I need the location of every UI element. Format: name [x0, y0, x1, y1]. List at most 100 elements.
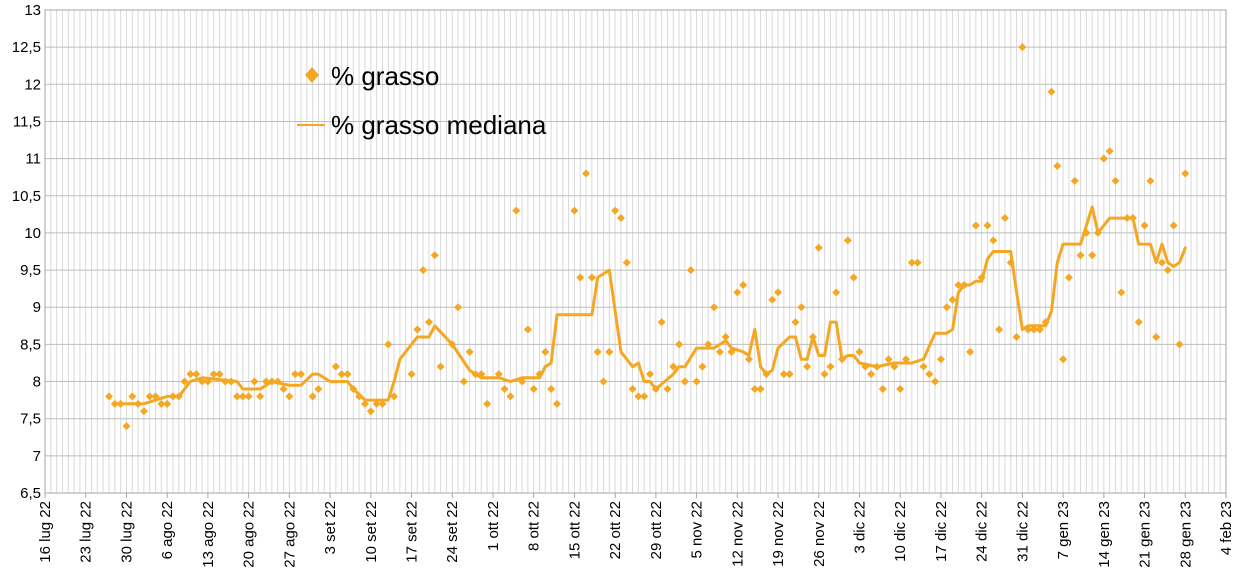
scatter-point: [878, 384, 887, 393]
scatter-point: [686, 266, 695, 275]
scatter-point: [1006, 258, 1015, 267]
scatter-point: [791, 318, 800, 327]
scatter-point: [1059, 355, 1068, 364]
scatter-point: [430, 251, 439, 260]
scatter-point: [1070, 176, 1079, 185]
scatter-point: [634, 392, 643, 401]
scatter-point: [483, 399, 492, 408]
x-tick-label: 1 ott 22: [485, 501, 502, 551]
scatter-point: [884, 355, 893, 364]
y-tick-label: 9: [33, 299, 41, 316]
scatter-point: [710, 303, 719, 312]
scatter-point: [547, 384, 556, 393]
scatter-point: [570, 206, 579, 215]
x-tick-label: 19 nov 22: [770, 501, 787, 567]
scatter-point: [134, 399, 143, 408]
scatter-point: [1082, 228, 1091, 237]
x-tick-label: 29 ott 22: [648, 501, 665, 559]
scatter-point: [232, 392, 241, 401]
scatter-point: [267, 377, 276, 386]
scatter-point: [750, 384, 759, 393]
scatter-point: [803, 362, 812, 371]
scatter-point: [663, 384, 672, 393]
scatter-point: [611, 206, 620, 215]
legend-marker-scatter: [305, 67, 319, 83]
scatter-point: [931, 377, 940, 386]
scatter-point: [587, 273, 596, 282]
scatter-point: [1111, 176, 1120, 185]
scatter-point: [646, 370, 655, 379]
scatter-point: [715, 347, 724, 356]
scatter-point: [1024, 325, 1033, 334]
scatter-point: [919, 362, 928, 371]
x-tick-label: 3 dic 22: [851, 501, 868, 554]
scatter-point: [779, 370, 788, 379]
scatter-point: [477, 370, 486, 379]
scatter-point: [407, 370, 416, 379]
scatter-point: [983, 221, 992, 230]
x-tick-label: 17 set 22: [404, 501, 421, 563]
scatter-point: [954, 280, 963, 289]
series-scatter: [104, 43, 1190, 431]
scatter-point: [907, 258, 916, 267]
scatter-point: [314, 384, 323, 393]
scatter-point: [198, 377, 207, 386]
plot-frame: [44, 9, 1227, 494]
x-tick-label: 7 gen 23: [1055, 501, 1072, 559]
scatter-point: [1128, 214, 1137, 223]
scatter-point: [1047, 87, 1056, 96]
scatter-point: [360, 399, 369, 408]
scatter-point: [966, 347, 975, 356]
scatter-point: [896, 384, 905, 393]
scatter-point: [221, 377, 230, 386]
scatter-point: [622, 258, 631, 267]
scatter-point: [843, 236, 852, 245]
scatter-point: [744, 355, 753, 364]
scatter-point: [1105, 147, 1114, 156]
scatter-point: [372, 399, 381, 408]
scatter-point: [506, 392, 515, 401]
y-tick-label: 12: [24, 76, 41, 93]
x-tick-label: 22 ott 22: [607, 501, 624, 559]
scatter-point: [774, 288, 783, 297]
x-tick-label: 28 gen 23: [1177, 501, 1194, 568]
scatter-point: [424, 318, 433, 327]
scatter-point: [285, 392, 294, 401]
scatter-point: [1169, 221, 1178, 230]
scatter-point: [273, 377, 282, 386]
scatter-point: [1175, 340, 1184, 349]
scatter-point: [971, 221, 980, 230]
scatter-point: [890, 362, 899, 371]
scatter-point: [436, 362, 445, 371]
scatter-point: [826, 362, 835, 371]
scatter-point: [157, 399, 166, 408]
scatter-point: [512, 206, 521, 215]
scatter-point: [291, 370, 300, 379]
x-tick-label: 5 nov 22: [689, 501, 706, 559]
scatter-point: [657, 318, 666, 327]
x-axis: 16 lug 22 23 lug 22 30 lug 22 6 ago 22 13 ag…: [37, 493, 1235, 568]
scatter-point: [163, 399, 172, 408]
scatter-point: [913, 258, 922, 267]
scatter-point: [1088, 251, 1097, 260]
scatter-point: [331, 362, 340, 371]
scatter-point: [139, 407, 148, 416]
scatter-point: [541, 347, 550, 356]
scatter-point: [582, 169, 591, 178]
x-tick-label: 14 gen 23: [1096, 501, 1113, 568]
y-tick-label: 11: [25, 151, 41, 168]
scatter-point: [419, 266, 428, 275]
scatter-point: [529, 384, 538, 393]
x-tick-label: 31 dic 22: [1014, 501, 1031, 562]
scatter-point: [355, 392, 364, 401]
scatter-point: [785, 370, 794, 379]
scatter-point: [238, 392, 247, 401]
scatter-point: [192, 370, 201, 379]
scatter-point: [1018, 43, 1027, 52]
grid: [44, 9, 1227, 494]
x-tick-label: 26 nov 22: [811, 501, 828, 567]
legend: % grasso % grasso mediana: [297, 61, 547, 140]
scatter-point: [203, 377, 212, 386]
x-tick-label: 24 dic 22: [974, 501, 991, 562]
x-tick-label: 10 set 22: [363, 501, 380, 563]
